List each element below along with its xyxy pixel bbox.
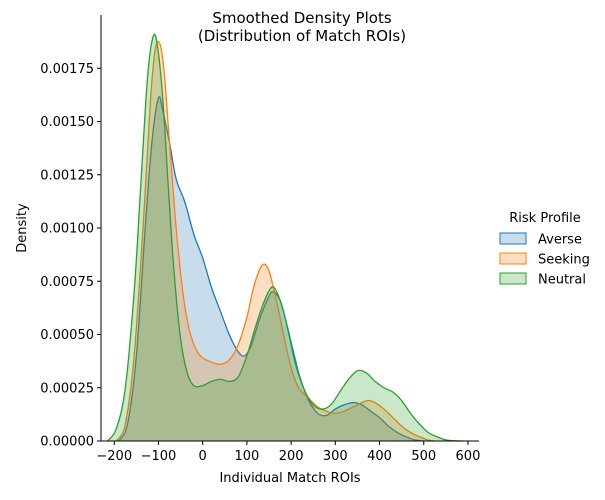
legend-swatch-seeking [499, 252, 527, 265]
y-tick-label: 0.00125 [40, 168, 94, 183]
y-tick-label: 0.00100 [40, 222, 94, 237]
legend-swatch-averse [499, 232, 527, 245]
y-tick-label: 0.00175 [40, 62, 94, 77]
legend-label-seeking: Seeking [538, 253, 590, 268]
x-tick-label: 400 [367, 449, 392, 464]
chart-title-line-1: Smoothed Density Plots [212, 9, 391, 27]
density-line-neutral [107, 33, 464, 442]
y-tick-label: 0.00025 [40, 381, 94, 396]
x-tick-label: −200 [96, 449, 132, 464]
y-tick-label: 0.00000 [40, 435, 94, 450]
density-area-neutral [107, 34, 464, 441]
y-ticks: 0.00000 0.00025 0.00050 0.00075 0.00100 0.001… [40, 62, 101, 450]
y-axis-label: Density [15, 203, 30, 253]
x-tick-label: 200 [279, 449, 304, 464]
density-line-seeking [115, 40, 435, 442]
x-tick-label: 100 [234, 449, 259, 464]
density-area-seeking [116, 41, 435, 441]
legend-title: Risk Profile [509, 211, 581, 226]
legend-label-averse: Averse [538, 233, 582, 248]
density-area-averse [118, 96, 424, 442]
x-tick-label: −100 [141, 449, 177, 464]
x-tick-label: 600 [456, 449, 481, 464]
x-axis-label: Individual Match ROIs [219, 471, 360, 486]
legend-swatch-neutral [499, 272, 527, 285]
legend: Risk Profile Averse Seeking Neutral [499, 211, 590, 288]
y-tick-label: 0.00075 [40, 275, 94, 290]
legend-items: Averse Seeking Neutral [499, 232, 590, 288]
x-tick-label: 300 [323, 449, 348, 464]
legend-label-neutral: Neutral [538, 273, 586, 288]
x-tick-label: 500 [411, 449, 436, 464]
y-tick-label: 0.00050 [40, 328, 94, 343]
x-tick-label: 0 [199, 449, 207, 464]
y-tick-label: 0.00150 [40, 115, 94, 130]
density-line-averse [118, 96, 424, 442]
chart-title: Smoothed Density Plots(Distribution of M… [198, 9, 406, 45]
density-areas [107, 33, 464, 442]
chart-title-line-2: (Distribution of Match ROIs) [198, 27, 406, 45]
x-ticks: −200 −100 0 100 200 300 400 500 600 [96, 441, 480, 464]
